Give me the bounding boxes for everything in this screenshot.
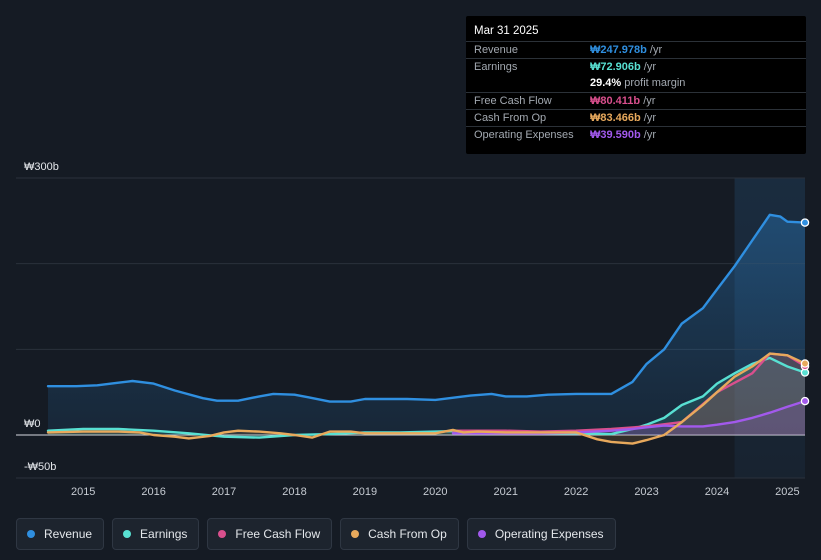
x-tick-label: 2019 (353, 486, 377, 498)
cash-from-op-line (46, 352, 807, 445)
tooltip-profit-margin: 29.4% profit margin (590, 77, 686, 89)
x-tick-label: 2021 (493, 486, 517, 498)
legend-dot-icon (123, 530, 132, 538)
x-tick-label: 2015 (71, 486, 95, 498)
legend-item-cash-from-op[interactable]: Cash From Op (340, 518, 459, 550)
legend-label: Operating Expenses (494, 527, 604, 541)
x-tick-label: 2023 (634, 486, 658, 498)
tooltip-label: Free Cash Flow (474, 95, 552, 107)
x-tick-label: 2020 (423, 486, 447, 498)
revenue-end-marker (800, 218, 810, 227)
tooltip-value: ₩83.466b /yr (590, 112, 657, 124)
legend-label: Revenue (44, 527, 93, 541)
legend-label: Earnings (140, 527, 188, 541)
chart-legend: Revenue Earnings Free Cash Flow Cash Fro… (16, 518, 616, 550)
legend-item-free-cash-flow[interactable]: Free Cash Flow (207, 518, 333, 550)
tooltip-label: Revenue (474, 44, 519, 56)
x-tick-label: 2018 (282, 486, 306, 498)
revenue-line (46, 213, 807, 403)
tooltip-row-earnings: Earnings ₩72.906b /yr (466, 58, 806, 76)
legend-item-revenue[interactable]: Revenue (16, 518, 105, 550)
tooltip-label: Cash From Op (474, 112, 547, 124)
legend-item-earnings[interactable]: Earnings (112, 518, 200, 550)
legend-label: Free Cash Flow (235, 527, 321, 541)
tooltip-date: Mar 31 2025 (474, 25, 539, 37)
revenue-area (48, 214, 805, 435)
free-cash-flow-area (452, 353, 805, 435)
cash-from-op-area (48, 353, 805, 444)
legend-item-operating-expenses[interactable]: Operating Expenses (466, 518, 616, 550)
operating-expenses-area (452, 401, 805, 435)
y-axis-label: ₩0 (24, 418, 41, 430)
tooltip-label: Operating Expenses (474, 129, 574, 141)
legend-dot-icon (477, 530, 486, 538)
legend-dot-icon (351, 530, 360, 538)
tooltip-value: ₩247.978b /yr (590, 44, 663, 56)
tooltip-value: ₩80.411b /yr (590, 95, 656, 107)
x-tick-label: 2016 (141, 486, 165, 498)
x-tick-label: 2017 (212, 486, 236, 498)
tooltip-row-revenue: Revenue ₩247.978b /yr (466, 41, 806, 59)
x-tick-label: 2025 (775, 486, 799, 498)
legend-dot-icon (218, 530, 227, 538)
tooltip-value: ₩72.906b /yr (590, 61, 657, 73)
x-tick-label: 2024 (705, 486, 729, 498)
cash-from-op-end-marker (800, 359, 810, 368)
legend-dot-icon (27, 530, 35, 538)
tooltip-row-operating-expenses: Operating Expenses ₩39.590b /yr (466, 126, 806, 144)
tooltip-label: Earnings (474, 61, 518, 73)
x-tick-label: 2022 (564, 486, 588, 498)
tooltip-row-profit-margin: 29.4% profit margin (466, 75, 806, 92)
tooltip-value: ₩39.590b /yr (590, 129, 657, 141)
tooltip-row-free-cash-flow: Free Cash Flow ₩80.411b /yr (466, 92, 806, 110)
data-tooltip: Mar 31 2025 Revenue ₩247.978b /yr Earnin… (466, 16, 806, 154)
legend-label: Cash From Op (368, 527, 447, 541)
y-axis-label: ₩300b (24, 161, 59, 173)
operating-expenses-end-marker (800, 396, 810, 406)
y-axis-label: -₩50b (24, 461, 56, 473)
tooltip-row-cash-from-op: Cash From Op ₩83.466b /yr (466, 109, 806, 127)
